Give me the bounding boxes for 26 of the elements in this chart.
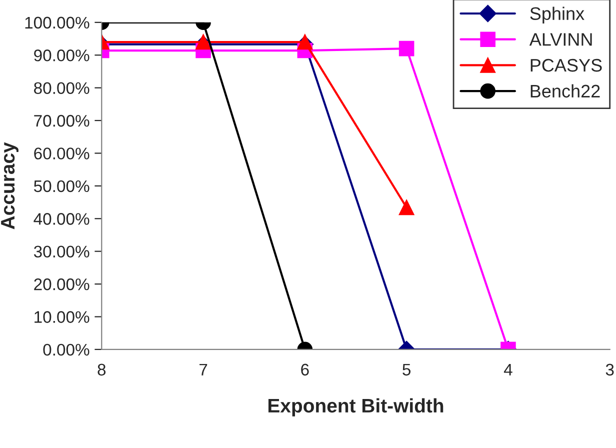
y-tick-label: 90.00%	[34, 50, 90, 62]
y-tick-label: 0.00%	[43, 344, 90, 356]
legend-label: Sphinx	[530, 6, 584, 24]
point	[297, 34, 313, 50]
x-axis-title: Exponent Bit-width	[268, 398, 444, 416]
x-tick-label: 6	[301, 364, 309, 376]
legend-label: PCASYS	[530, 58, 602, 72]
point	[196, 34, 211, 50]
legend-label: ALVINN	[529, 33, 592, 46]
x-tick-label: 4	[504, 364, 512, 376]
x-tick-label: 8	[98, 364, 106, 376]
y-axis-title: Accuracy	[1, 142, 18, 230]
y-tick-label: 100.00%	[25, 16, 90, 29]
x-tick-label: 7	[200, 364, 208, 376]
x-tick-label: 5	[402, 364, 410, 376]
y-tick-label: 30.00%	[34, 246, 90, 258]
y-tick-label: 80.00%	[34, 82, 90, 94]
y-tick-label: 60.00%	[34, 148, 90, 160]
y-tick-label: 10.00%	[34, 311, 90, 323]
legend-label: Bench22	[530, 84, 600, 98]
x-tick-label: 3	[606, 364, 614, 376]
y-tick-label: 40.00%	[34, 213, 90, 225]
y-tick-label: 20.00%	[34, 278, 90, 290]
point	[398, 40, 414, 56]
y-tick-label: 70.00%	[34, 114, 90, 127]
y-tick-label: 50.00%	[34, 180, 90, 192]
